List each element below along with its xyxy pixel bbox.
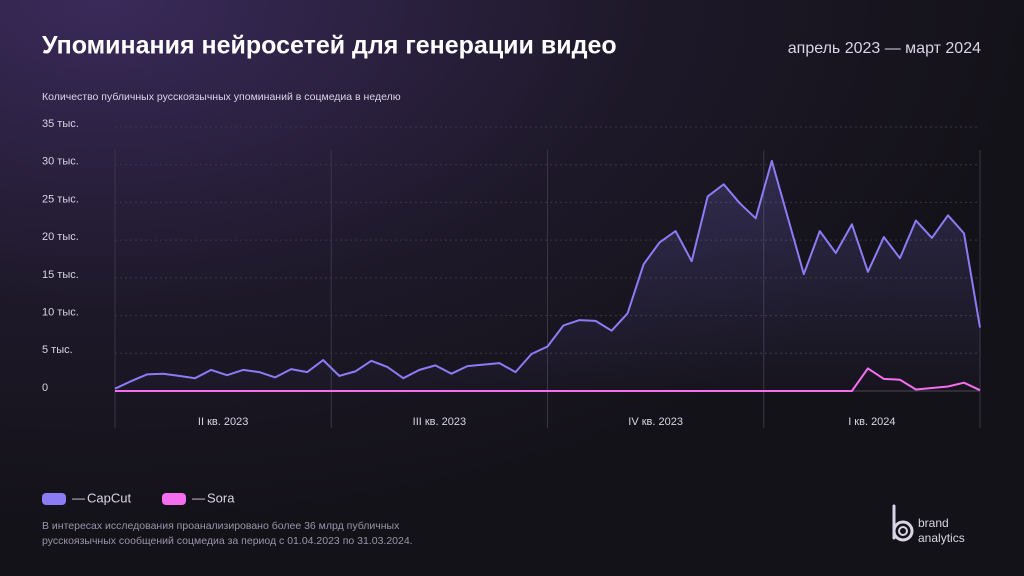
y-tick-label: 10 тыс. — [42, 306, 79, 318]
legend-swatch — [162, 493, 186, 505]
y-tick-label: 0 — [42, 382, 48, 394]
chart-title: Упоминания нейросетей для генерации виде… — [42, 32, 617, 60]
line — [114, 159, 981, 390]
subtitle: Количество публичных русскоязычных упоми… — [42, 91, 401, 103]
brand-text: analytics — [918, 531, 965, 545]
x-tick-label: I кв. 2024 — [848, 416, 895, 428]
legend-dash: — — [72, 490, 85, 505]
x-tick-label: II кв. 2023 — [198, 416, 248, 428]
x-tick-label: III кв. 2023 — [413, 416, 466, 428]
brand-text: brand — [918, 516, 949, 530]
y-tick-label: 35 тыс. — [42, 118, 79, 130]
area — [115, 160, 980, 391]
footnote: В интересах исследования проанализирован… — [42, 520, 400, 532]
legend-label: CapCut — [87, 490, 131, 505]
brand-logo — [892, 504, 914, 542]
y-tick-label: 25 тыс. — [42, 193, 79, 205]
period: апрель 2023 — март 2024 — [788, 40, 981, 57]
y-tick-label: 5 тыс. — [42, 344, 73, 356]
y-tick-label: 20 тыс. — [42, 231, 79, 243]
footnote: русскоязычных сообщений соцмедиа за пери… — [42, 535, 413, 547]
legend-label: Sora — [207, 490, 235, 505]
y-tick-label: 30 тыс. — [42, 156, 79, 168]
legend-dash: — — [192, 490, 205, 505]
line — [115, 367, 981, 392]
y-tick-label: 15 тыс. — [42, 269, 79, 281]
legend-swatch — [42, 493, 66, 505]
x-tick-label: IV кв. 2023 — [628, 416, 683, 428]
